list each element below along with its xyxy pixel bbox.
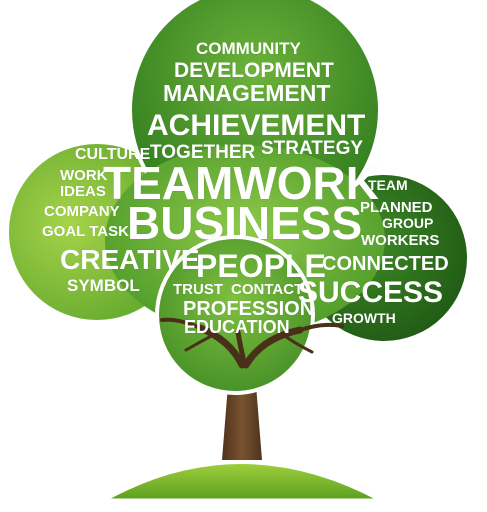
word-development: DEVELOPMENT — [174, 59, 334, 82]
word-success: SUCCESS — [298, 276, 444, 309]
word-teamwork: TEAMWORK — [103, 157, 379, 209]
word-achievement: ACHIEVEMENT — [147, 109, 366, 142]
word-group: GROUP — [382, 215, 434, 231]
word-team: TEAM — [368, 177, 408, 193]
word-people: PEOPLE — [196, 248, 326, 284]
word-business: BUSINESS — [127, 197, 363, 249]
foliage-bottom — [155, 235, 315, 395]
word-symbol: SYMBOL — [67, 276, 140, 295]
word-growth: GROWTH — [332, 310, 396, 326]
word-strategy: STRATEGY — [261, 138, 364, 159]
word-planned: PLANNED — [360, 199, 433, 216]
tree-branches — [160, 317, 344, 369]
word-together: TOGETHER — [150, 142, 256, 163]
word-profession: PROFESSION — [183, 298, 315, 320]
word-company: COMPANY — [44, 203, 120, 220]
word-connected: CONNECTED — [322, 253, 449, 275]
word-community: COMMUNITY — [196, 39, 301, 58]
word-culture: CULTURE — [75, 146, 151, 163]
word-management: MANAGEMENT — [163, 80, 331, 106]
word-work: WORK — [60, 167, 108, 184]
hill-ground — [99, 461, 381, 502]
word-contact: CONTACT — [231, 281, 304, 298]
word-goal-task: GOAL TASK — [42, 223, 129, 240]
word-trust: TRUST — [173, 281, 223, 298]
word-ideas: IDEAS — [60, 183, 106, 200]
word-education: EDUCATION — [184, 317, 290, 337]
word-workers: WORKERS — [361, 232, 440, 249]
word-creative: CREATIVE — [60, 244, 200, 275]
